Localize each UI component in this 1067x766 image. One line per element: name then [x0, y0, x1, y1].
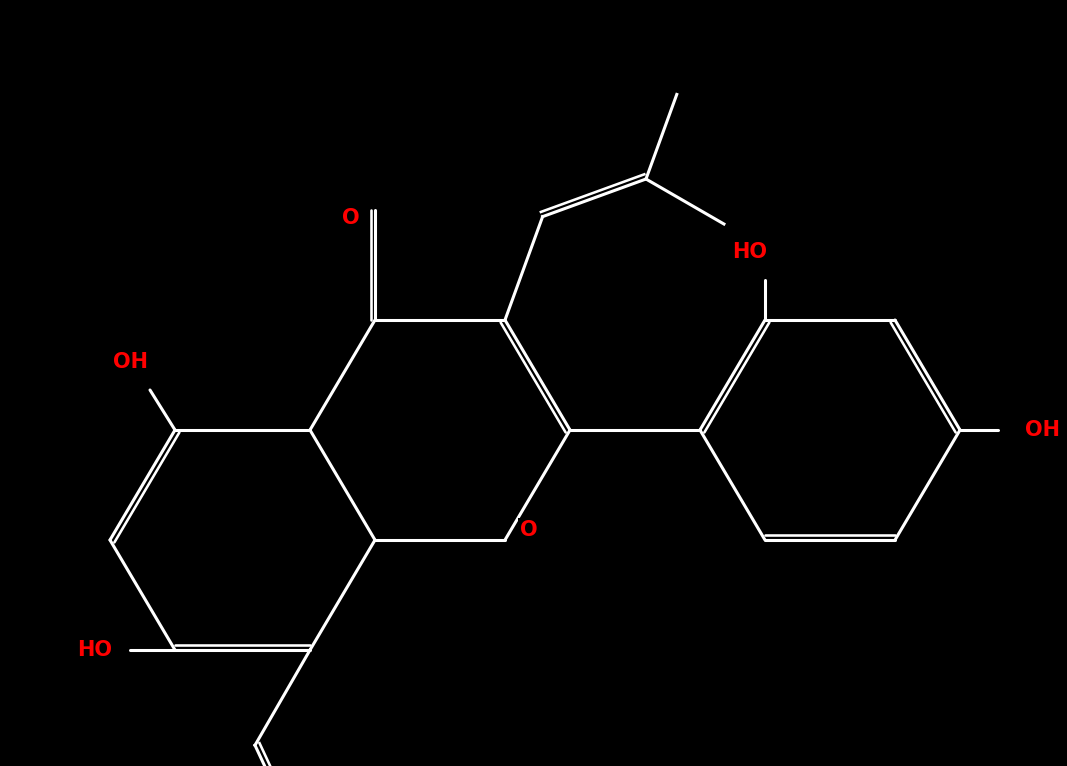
Text: HO: HO	[78, 640, 112, 660]
Text: OH: OH	[112, 352, 147, 372]
Text: O: O	[343, 208, 360, 228]
Text: HO: HO	[733, 242, 767, 262]
Text: O: O	[520, 520, 538, 540]
Text: OH: OH	[1025, 420, 1060, 440]
